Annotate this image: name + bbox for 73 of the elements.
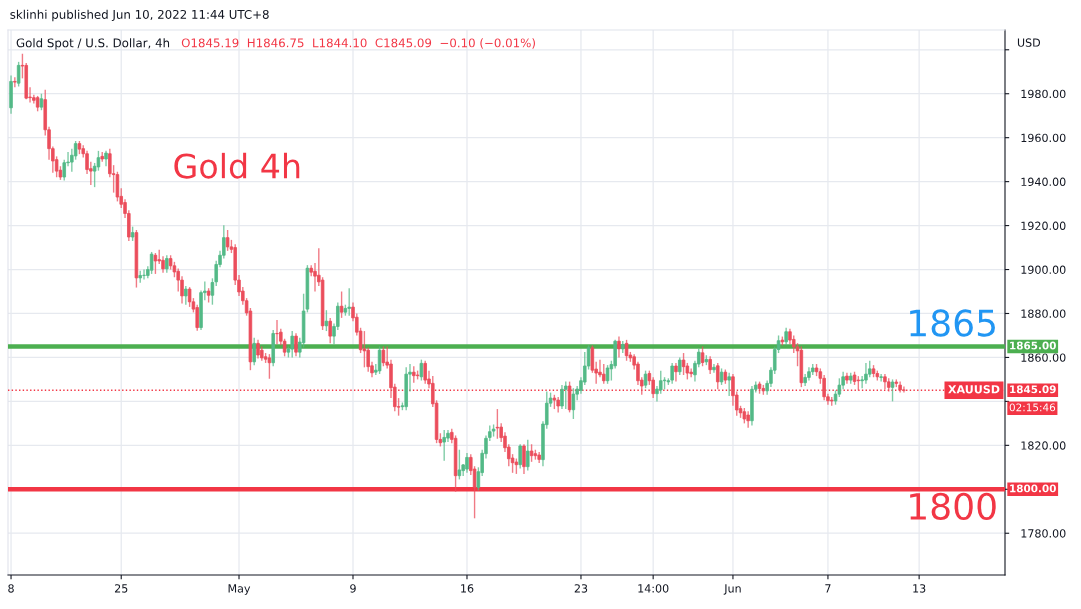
ref-line-label: 1800.00 xyxy=(1010,484,1056,493)
candlestick xyxy=(465,452,469,474)
x-tick-label: 25 xyxy=(114,584,128,593)
candlestick xyxy=(294,332,298,358)
candlestick xyxy=(324,309,329,332)
candlestick xyxy=(700,345,705,367)
candlestick xyxy=(442,429,446,462)
candlestick xyxy=(347,287,351,317)
candlestick xyxy=(526,439,530,472)
x-tick-label: May xyxy=(228,584,251,595)
x-tick-label: 13 xyxy=(913,584,926,593)
x-tick-label: 16 xyxy=(461,584,474,593)
candlestick xyxy=(716,362,720,390)
candlestick xyxy=(381,345,386,367)
text: 02:15:46 xyxy=(1009,403,1056,412)
candlestick xyxy=(153,252,158,275)
candlestick xyxy=(275,319,279,345)
candlestick xyxy=(727,372,731,397)
y-tick-label: 1980.00 xyxy=(1021,89,1066,99)
x-tick-label: 8 xyxy=(8,584,14,593)
x-tick-label: 23 xyxy=(574,584,588,593)
candlestick xyxy=(290,330,294,359)
text: O1845.19 H1846.75 L1844.10 C1845.09 −0.10 (−0.01%) xyxy=(181,38,535,49)
y-tick-label: 1820.00 xyxy=(1021,441,1066,450)
candlestick xyxy=(362,330,367,369)
candlestick xyxy=(142,268,146,281)
y-tick-label: 1960.00 xyxy=(1021,133,1066,143)
candlestick xyxy=(495,408,500,440)
y-tick-label: 1920.00 xyxy=(1021,221,1066,230)
y-tick-label: 1880.00 xyxy=(1021,309,1066,318)
x-tick-label: Jun xyxy=(723,584,741,595)
text: sklinhi published Jun 10, 2022 11:44 UTC+8 xyxy=(10,9,269,22)
annotation: XAUUSD xyxy=(948,385,1000,394)
y-tick-label: 1780.00 xyxy=(1021,529,1066,538)
candlestick xyxy=(689,367,693,378)
candlestick xyxy=(518,443,522,470)
ref-line-label: 1845.09 xyxy=(1010,385,1056,394)
candlestick xyxy=(522,443,526,475)
candlestick xyxy=(225,229,230,252)
candlestick xyxy=(712,363,716,374)
candlestick xyxy=(605,364,610,385)
candlestick xyxy=(602,363,606,385)
candlestick xyxy=(617,335,621,359)
y-tick-label: 1900.00 xyxy=(1021,265,1066,274)
annotation: 1800 xyxy=(910,492,996,521)
candlestick xyxy=(564,380,568,410)
ref-line-label: 1865.00 xyxy=(1010,341,1056,350)
y-tick-label: 1860.00 xyxy=(1021,353,1066,362)
candlestick xyxy=(423,360,427,385)
candlestick xyxy=(149,251,154,275)
candlestick xyxy=(670,362,674,385)
x-tick-label: 14:00 xyxy=(638,584,669,593)
annotation: 1865 xyxy=(910,309,995,337)
candlestick xyxy=(560,384,564,410)
candlestick xyxy=(267,353,272,380)
candlestick xyxy=(674,362,678,383)
candlestick xyxy=(252,336,256,366)
candlestick xyxy=(256,339,260,360)
candlestick xyxy=(13,76,17,88)
candlestick xyxy=(184,285,188,306)
candlestick xyxy=(860,375,864,389)
y-axis-title: USD xyxy=(1017,38,1041,47)
annotation: Gold 4h xyxy=(174,152,300,179)
candlestick xyxy=(187,286,192,308)
x-tick-label: 9 xyxy=(350,584,356,593)
candlestick xyxy=(419,358,424,382)
candlestick xyxy=(339,290,344,319)
text: Gold Spot / U.S. Dollar, 4h xyxy=(16,38,170,50)
y-tick-label: 1940.00 xyxy=(1021,177,1066,187)
candlestick xyxy=(879,373,883,383)
candlestick xyxy=(328,317,332,344)
candlestick xyxy=(864,362,868,385)
x-tick-label: 7 xyxy=(825,584,831,593)
